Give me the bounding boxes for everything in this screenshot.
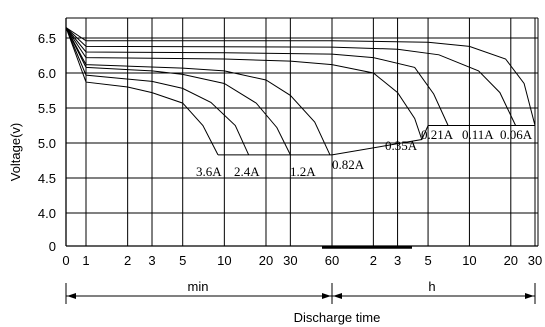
series-line: [65, 27, 331, 156]
curve-label: 0.06A: [500, 127, 533, 142]
cutoff-line: [218, 125, 535, 156]
x-tick-label: 2: [370, 253, 377, 268]
time-unit-ranges: min h: [65, 279, 536, 304]
curve-label: 3.6A: [196, 164, 222, 179]
series-line: [65, 27, 536, 126]
x-tick-label: 2: [124, 253, 131, 268]
x-tick-label: 0: [62, 253, 69, 268]
curve-label: 0.82A: [332, 157, 365, 172]
series-line: [65, 27, 517, 126]
y-tick-label: 0: [49, 239, 56, 254]
curve-label: 0.21A: [421, 127, 454, 142]
x-tick-label: 5: [179, 253, 186, 268]
series-line: [65, 27, 423, 140]
x-tick-label: 5: [424, 253, 431, 268]
curve-label: 1.2A: [290, 164, 316, 179]
y-axis-label: Voltage(v): [8, 123, 23, 182]
y-tick-label: 5.5: [38, 101, 56, 116]
series-line: [65, 27, 250, 156]
hour-unit-label: h: [428, 279, 435, 294]
y-tick-label: 6.5: [38, 31, 56, 46]
x-tick-label: 10: [462, 253, 476, 268]
x-tick-label: 20: [259, 253, 273, 268]
min-unit-label: min: [188, 279, 209, 294]
chart-grid: [66, 17, 539, 246]
arrow-head: [67, 293, 76, 299]
y-tick-label: 4.0: [38, 206, 56, 221]
curve-label: 0.35A: [385, 138, 418, 153]
x-tick-label: 3: [394, 253, 401, 268]
series-line: [65, 27, 291, 156]
x-tick-label: 1: [82, 253, 89, 268]
chart-series: [65, 27, 536, 156]
x-tick-label: 3: [148, 253, 155, 268]
y-tick-label: 5.0: [38, 136, 56, 151]
x-tick-label: 20: [504, 253, 518, 268]
x-tick-label: 60: [325, 253, 339, 268]
x-tick-label: 30: [283, 253, 297, 268]
arrow-head: [525, 293, 534, 299]
arrow-head: [322, 293, 331, 299]
x-tick-label: 10: [217, 253, 231, 268]
tick-labels: 04.04.55.05.56.06.50 1 2 3 5 10 20 30 60 2 3 5 10 20 3…: [38, 31, 542, 268]
series-line: [65, 27, 449, 126]
x-axis-label: Discharge time: [294, 310, 381, 325]
y-tick-label: 6.0: [38, 66, 56, 81]
chart-axes: [65, 18, 538, 249]
y-tick-label: 4.5: [38, 171, 56, 186]
series-line: [65, 27, 219, 156]
x-tick-label: 30: [528, 253, 542, 268]
arrow-head: [333, 293, 342, 299]
curve-label: 0.11A: [462, 127, 494, 142]
curve-label: 2.4A: [234, 164, 260, 179]
